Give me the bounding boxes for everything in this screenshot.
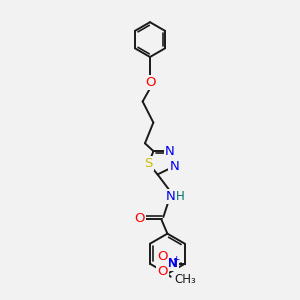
Text: O: O xyxy=(135,212,145,225)
Text: N: N xyxy=(166,190,175,203)
Text: N: N xyxy=(167,257,178,270)
Text: +: + xyxy=(172,255,179,264)
Text: N: N xyxy=(165,145,175,158)
Text: CH₃: CH₃ xyxy=(174,273,196,286)
Text: S: S xyxy=(144,157,153,170)
Text: O: O xyxy=(158,265,168,278)
Text: H: H xyxy=(176,190,184,203)
Text: O: O xyxy=(145,76,155,89)
Text: N: N xyxy=(169,160,179,173)
Text: O: O xyxy=(158,250,168,263)
